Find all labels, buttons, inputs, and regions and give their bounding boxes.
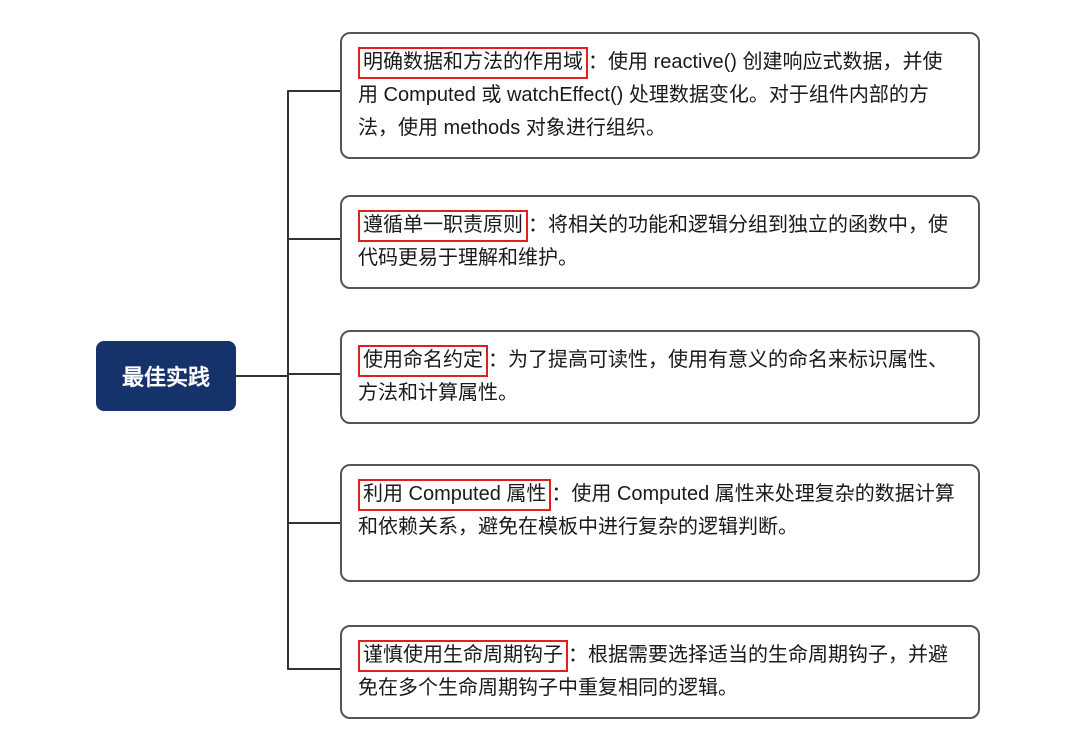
highlight-term-4: 谨慎使用生命周期钩子	[358, 640, 568, 672]
highlight-term-3: 利用 Computed 属性	[358, 479, 551, 511]
child-node-2: 使用命名约定：为了提高可读性，使用有意义的命名来标识属性、方法和计算属性。	[340, 330, 980, 424]
highlight-term-0: 明确数据和方法的作用域	[358, 47, 588, 79]
child-node-4: 谨慎使用生命周期钩子：根据需要选择适当的生命周期钩子，并避免在多个生命周期钩子中…	[340, 625, 980, 719]
highlight-term-2: 使用命名约定	[358, 345, 488, 377]
highlight-term-1: 遵循单一职责原则	[358, 210, 528, 242]
child-node-0: 明确数据和方法的作用域：使用 reactive() 创建响应式数据，并使用 Co…	[340, 32, 980, 159]
root-node: 最佳实践	[96, 341, 236, 411]
child-node-3: 利用 Computed 属性：使用 Computed 属性来处理复杂的数据计算和…	[340, 464, 980, 582]
root-label: 最佳实践	[122, 360, 210, 392]
child-node-1: 遵循单一职责原则：将相关的功能和逻辑分组到独立的函数中，使代码更易于理解和维护。	[340, 195, 980, 289]
